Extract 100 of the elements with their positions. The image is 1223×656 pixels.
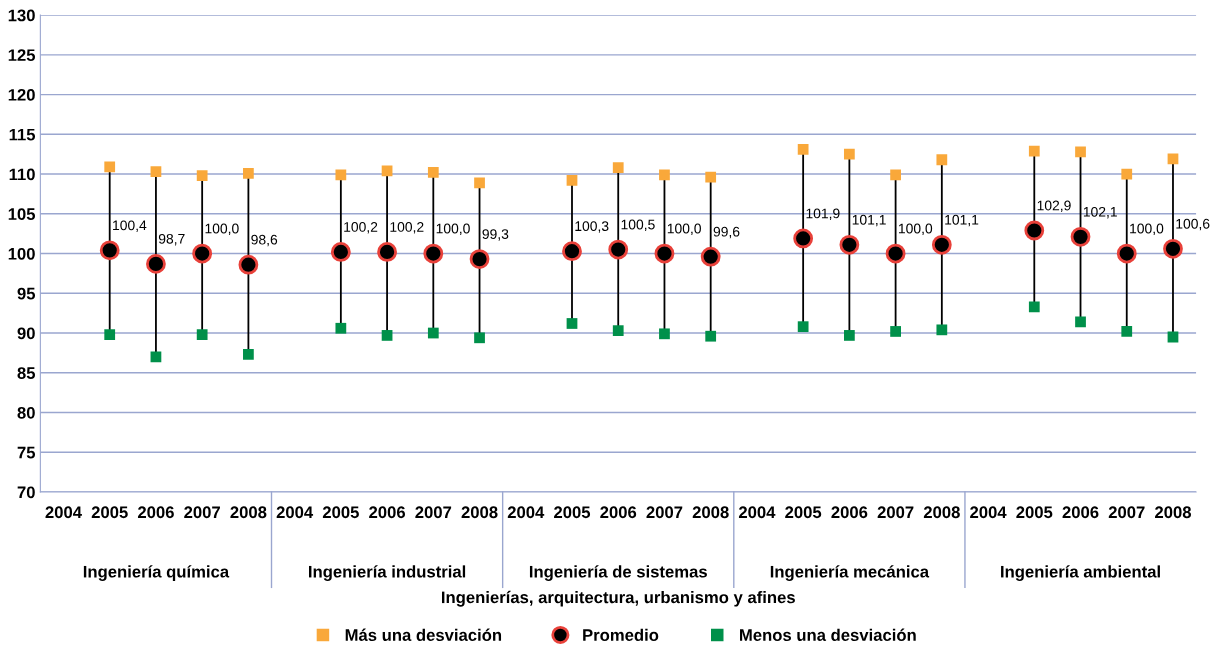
data-label: 100,0 xyxy=(1130,223,1164,236)
point xyxy=(335,322,347,334)
point xyxy=(1028,145,1040,157)
point xyxy=(469,249,490,269)
point xyxy=(381,330,393,341)
point xyxy=(146,253,166,274)
data-label: 101,1 xyxy=(852,214,886,227)
x-tick-label: 2005 xyxy=(785,506,822,519)
point xyxy=(705,330,717,342)
text: Ingeniería química xyxy=(83,565,230,581)
point xyxy=(612,325,624,337)
point xyxy=(705,171,717,183)
x-tick-label: 2007 xyxy=(415,506,452,519)
point xyxy=(659,169,670,181)
x-tick-label: 2005 xyxy=(322,506,359,519)
point xyxy=(659,328,670,340)
x-tick-label: 2006 xyxy=(600,506,637,519)
data-label: 98,7 xyxy=(158,233,185,246)
x-tick-label: 2008 xyxy=(692,506,729,519)
text: Ingeniería industrial xyxy=(309,565,466,581)
text: Ingeniería ambiental xyxy=(1001,565,1160,581)
point xyxy=(1075,146,1086,158)
x-tick-label: 2004 xyxy=(507,506,545,519)
x-tick-label: 2006 xyxy=(1062,506,1099,519)
point xyxy=(150,351,162,363)
data-label: 100,0 xyxy=(205,223,239,236)
point xyxy=(1024,220,1045,241)
point xyxy=(797,321,809,333)
y-tick-label: 70 xyxy=(17,486,35,499)
point xyxy=(566,175,578,186)
x-tick-label: 2006 xyxy=(137,506,174,519)
point xyxy=(196,329,208,340)
point xyxy=(104,329,116,340)
data-label: 99,3 xyxy=(482,229,509,241)
x-tick-label: 2006 xyxy=(369,506,406,519)
text: Ingeniería mecánica xyxy=(770,565,930,581)
legend-label: Menos una desviación xyxy=(740,628,916,641)
point xyxy=(890,326,901,337)
y-tick-label: 100 xyxy=(8,247,35,260)
y-tick-label: 110 xyxy=(9,168,35,181)
point xyxy=(654,243,675,264)
point xyxy=(936,324,948,336)
text: Ingeniería de sistemas xyxy=(529,565,707,581)
point xyxy=(885,243,906,264)
point xyxy=(1163,238,1183,259)
point xyxy=(612,162,624,174)
y-tick-label: 125 xyxy=(8,49,36,62)
point xyxy=(843,148,855,160)
y-tick-label: 75 xyxy=(17,446,36,459)
x-tick-label: 2007 xyxy=(646,506,683,519)
x-tick-label: 2004 xyxy=(738,506,776,519)
data-label: 102,1 xyxy=(1083,206,1117,219)
data-label: 100,0 xyxy=(436,223,470,236)
data-label: 100,5 xyxy=(621,219,655,232)
x-tick-label: 2004 xyxy=(45,506,82,519)
point xyxy=(1028,301,1040,313)
point xyxy=(335,169,347,181)
point xyxy=(99,240,120,261)
point xyxy=(423,243,444,264)
y-tick-label: 115 xyxy=(9,128,36,141)
point xyxy=(700,246,721,267)
x-tick-label: 2007 xyxy=(1108,506,1145,519)
point xyxy=(843,330,855,341)
point xyxy=(793,228,814,249)
x-tick-label: 2007 xyxy=(184,506,220,519)
point xyxy=(474,177,485,189)
y-tick-label: 95 xyxy=(17,287,36,300)
data-label: 100,2 xyxy=(344,222,378,234)
x-tick-label: 2005 xyxy=(1016,506,1053,519)
data-label: 100,4 xyxy=(113,220,147,232)
point xyxy=(1121,326,1133,337)
point xyxy=(890,169,901,181)
y-tick-label: 80 xyxy=(17,406,35,419)
data-label: 100,0 xyxy=(667,223,701,236)
data-label: 100,2 xyxy=(390,222,424,234)
y-tick-label: 85 xyxy=(17,367,36,379)
y-tick-label: 105 xyxy=(8,208,36,220)
data-label: 102,9 xyxy=(1037,200,1071,213)
x-tick-label: 2005 xyxy=(91,506,128,519)
point xyxy=(192,243,213,264)
point xyxy=(377,242,397,262)
x-tick-label: 2004 xyxy=(276,506,314,519)
point xyxy=(566,318,578,329)
point xyxy=(1116,243,1137,264)
x-tick-label: 2008 xyxy=(923,506,960,519)
y-tick-label: 120 xyxy=(8,88,35,101)
legend-label: Promedio xyxy=(583,628,659,641)
point xyxy=(104,161,116,173)
point xyxy=(839,234,860,255)
data-label: 99,6 xyxy=(713,226,740,239)
point xyxy=(150,166,162,178)
x-tick-label: 2006 xyxy=(831,506,868,519)
data-label: 100,6 xyxy=(1176,218,1210,231)
x-tick-label: 2008 xyxy=(461,506,498,519)
point xyxy=(243,349,254,360)
data-label: 101,1 xyxy=(945,214,979,227)
point xyxy=(427,327,439,339)
x-tick-label: 2005 xyxy=(554,506,591,519)
point xyxy=(474,332,485,344)
y-tick-label: 130 xyxy=(8,9,35,22)
